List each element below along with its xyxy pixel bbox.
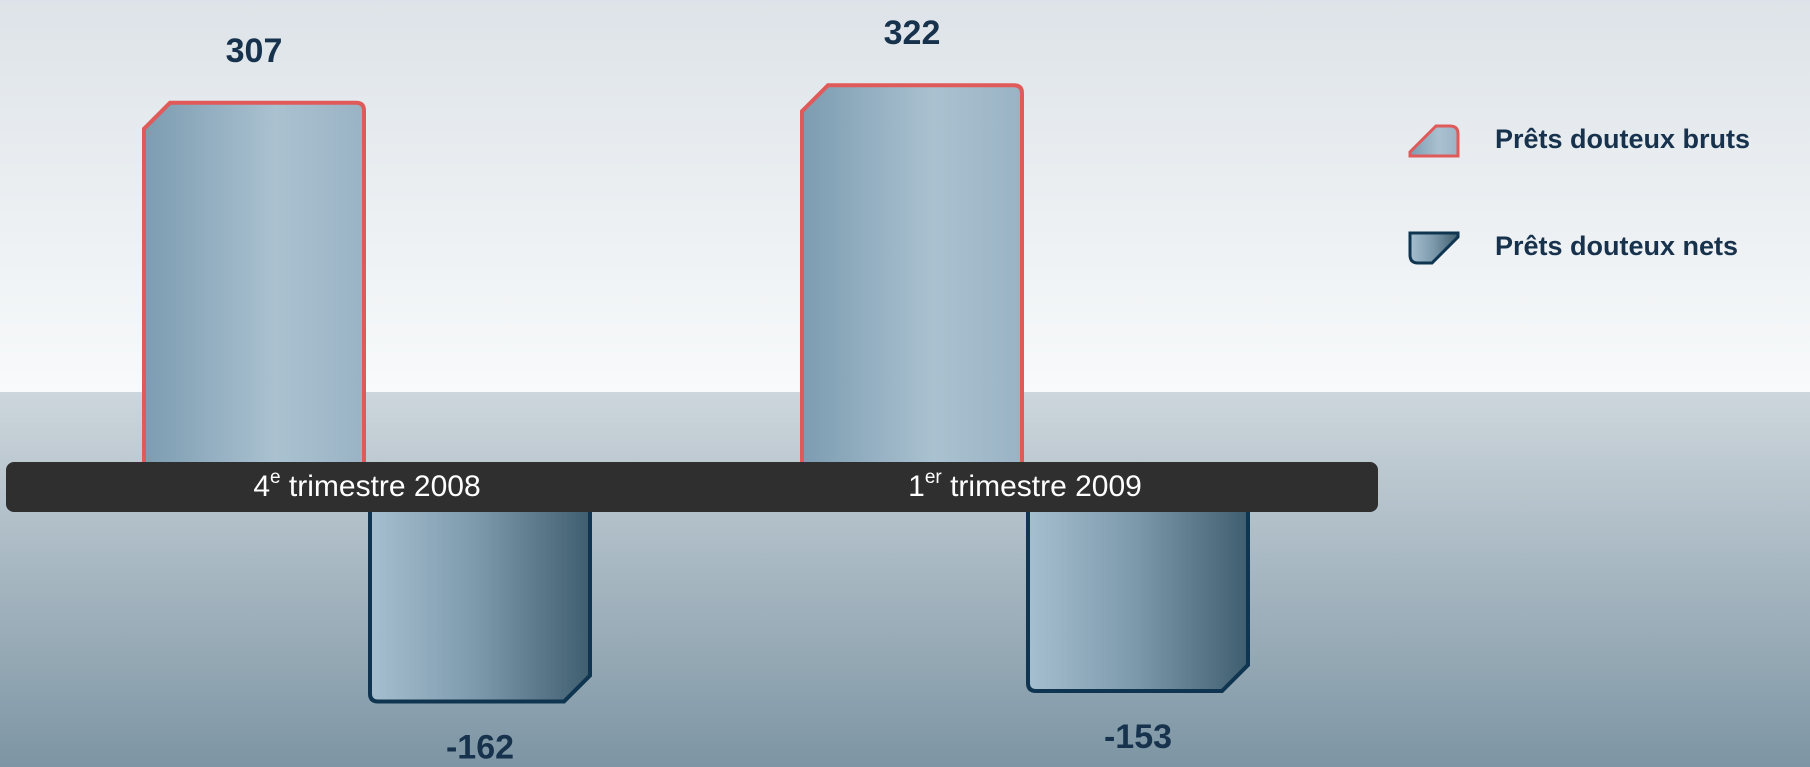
labels: 307 322 -162 -153 4e trimestre 2008 1er trime… (226, 14, 1172, 766)
legend-label: Prêts douteux nets (1495, 231, 1738, 261)
bar (1026, 500, 1250, 694)
bar (368, 500, 592, 704)
bars (142, 83, 1250, 704)
legend-label: Prêts douteux bruts (1495, 124, 1750, 154)
value-label: 322 (884, 14, 941, 52)
category-label: 4e trimestre 2008 (253, 467, 480, 503)
legend-swatch (1408, 124, 1460, 158)
value-label: 307 (226, 32, 283, 70)
category-label: 1er trimestre 2009 (908, 467, 1142, 503)
value-label: -162 (446, 729, 514, 767)
category-band (6, 462, 1378, 512)
bar (142, 100, 366, 474)
legend-swatch (1408, 231, 1460, 265)
value-label: -153 (1104, 718, 1172, 756)
bar (800, 83, 1024, 474)
